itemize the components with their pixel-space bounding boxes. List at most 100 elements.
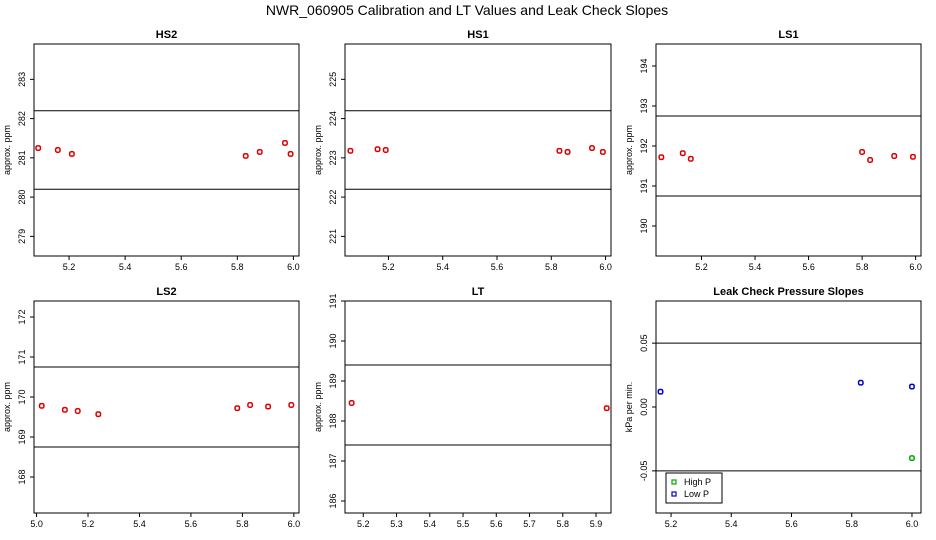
panel-title: HS1: [467, 29, 488, 41]
y-tick-label: 221: [328, 229, 338, 244]
x-tick-label: 5.2: [357, 519, 370, 529]
x-tick-label: 5.7: [523, 519, 536, 529]
data-point: [234, 405, 241, 412]
panel-title: HS2: [156, 29, 177, 41]
y-axis-label: approx. ppm: [624, 125, 634, 175]
x-tick-label: 5.2: [665, 519, 678, 529]
x-tick-label: 6.0: [906, 519, 919, 529]
x-tick-label: 5.8: [545, 262, 558, 272]
data-point: [35, 145, 42, 151]
y-tick-label: 225: [328, 72, 338, 87]
data-point: [657, 388, 664, 395]
data-point: [265, 403, 272, 410]
y-tick-label: 223: [328, 150, 338, 165]
data-point: [909, 455, 915, 462]
plot-frame: [33, 43, 300, 257]
x-tick-label: 5.8: [557, 519, 570, 529]
data-point: [256, 149, 263, 155]
data-point: [374, 146, 381, 153]
x-tick-label: 5.6: [185, 519, 198, 529]
y-axis-label: approx. ppm: [313, 382, 323, 432]
y-tick-label: 280: [17, 190, 27, 205]
figure-title: NWR_060905 Calibration and LT Values and…: [266, 2, 668, 18]
x-tick-label: 5.2: [695, 262, 708, 272]
x-tick-label: 6.0: [287, 262, 300, 272]
y-tick-label: 170: [17, 389, 27, 404]
y-axis-label: kPa per min.: [624, 382, 634, 433]
data-point: [891, 153, 898, 159]
y-tick-label: 190: [639, 218, 649, 233]
panel-2: HS1 approx. ppm 5.2 5.4 5.6 5.8 6.0 221 222 223 22…: [313, 29, 612, 272]
y-tick-label: 224: [328, 111, 338, 126]
data-point: [288, 402, 295, 408]
y-axis-label: approx. ppm: [2, 125, 12, 175]
data-point: [347, 147, 354, 154]
y-tick-label: 168: [17, 469, 27, 484]
y-axis-label: approx. ppm: [2, 382, 12, 432]
y-tick-label: 171: [17, 349, 27, 364]
panel-title: LS1: [778, 29, 798, 41]
y-tick-label: 281: [17, 150, 27, 165]
x-tick-label: 5.6: [785, 519, 798, 529]
x-tick-label: 5.6: [802, 262, 815, 272]
x-tick-label: 5.0: [30, 519, 43, 529]
y-tick-label: 283: [17, 72, 27, 87]
x-tick-label: 6.0: [288, 519, 301, 529]
legend-marker: [671, 479, 677, 485]
data-point: [287, 150, 294, 157]
x-tick-label: 6.0: [909, 262, 922, 272]
y-tick-label: 172: [17, 309, 27, 324]
plot-frame: [33, 300, 300, 514]
x-tick-label: 5.4: [424, 519, 437, 529]
panel-1: HS2 approx. ppm 5.2 5.4 5.6 5.8 6.0 279 280 281 28…: [2, 29, 300, 272]
panel-title: LT: [472, 286, 485, 298]
x-tick-label: 5.4: [749, 262, 762, 272]
data-point: [348, 400, 355, 406]
x-tick-label: 5.6: [491, 262, 504, 272]
data-point: [867, 157, 874, 163]
legend-label: High P: [684, 477, 711, 487]
y-axis-label: approx. ppm: [313, 125, 323, 175]
x-tick-label: 5.4: [725, 519, 738, 529]
x-tick-label: 5.6: [490, 519, 503, 529]
x-tick-label: 5.2: [82, 519, 95, 529]
panel-title: Leak Check Pressure Slopes: [713, 286, 863, 298]
x-tick-label: 5.8: [236, 519, 249, 529]
plot-frame: [655, 43, 922, 257]
plot-frame: [344, 43, 612, 257]
y-tick-label: 192: [639, 138, 649, 153]
panel-title: LS2: [156, 286, 176, 298]
plot-frame: [344, 300, 612, 514]
legend-box: [665, 472, 723, 504]
x-tick-label: 5.2: [63, 262, 76, 272]
data-point: [74, 408, 81, 414]
y-tick-label: 194: [639, 58, 649, 73]
data-point: [910, 153, 916, 160]
y-tick-label: 187: [328, 453, 338, 468]
x-tick-label: 5.8: [856, 262, 869, 272]
data-point: [603, 405, 610, 412]
x-tick-label: 5.4: [133, 519, 146, 529]
data-point: [242, 152, 249, 159]
data-point: [68, 150, 75, 157]
x-tick-label: 5.3: [390, 519, 403, 529]
x-tick-label: 5.6: [175, 262, 188, 272]
x-tick-label: 5.4: [119, 262, 132, 272]
y-tick-label: 189: [328, 373, 338, 388]
y-tick-label: 222: [328, 190, 338, 205]
y-tick-label: 0.00: [639, 398, 649, 416]
x-tick-label: 5.9: [590, 519, 603, 529]
data-point: [95, 411, 102, 418]
x-tick-label: 5.5: [457, 519, 470, 529]
panel-3: LS1 approx. ppm 5.2 5.4 5.6 5.8 6.0 190 191 192 19…: [624, 29, 922, 272]
y-tick-label: 186: [328, 493, 338, 508]
data-point: [247, 402, 254, 408]
data-point: [38, 402, 45, 409]
data-point: [54, 147, 61, 153]
legend-marker: [671, 491, 677, 497]
data-point: [564, 149, 571, 155]
data-point: [282, 139, 288, 146]
y-tick-label: 193: [639, 98, 649, 113]
y-tick-label: 282: [17, 111, 27, 126]
